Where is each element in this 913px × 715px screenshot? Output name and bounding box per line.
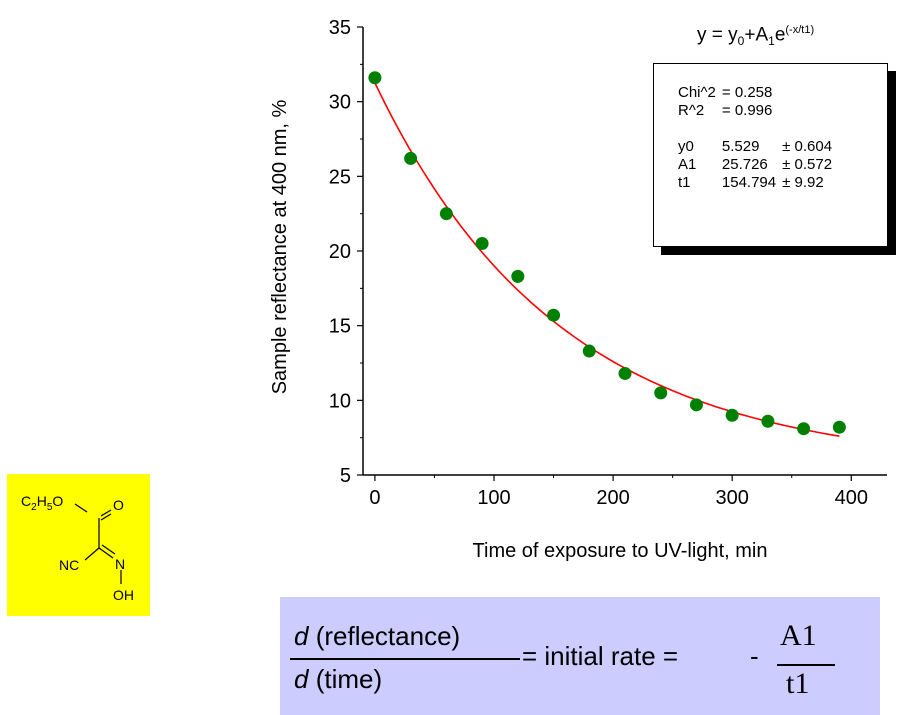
fit-equation-sub0: 0 bbox=[737, 34, 745, 49]
y-axis-title: Sample reflectance at 400 nm, % bbox=[269, 99, 291, 394]
data-point bbox=[832, 420, 846, 434]
stat-value: 5.529 bbox=[721, 138, 760, 155]
y-tick-label: 15 bbox=[329, 316, 351, 338]
fit-equation: y = y0+A1e(-x/t1) bbox=[697, 24, 814, 48]
fraction-numerator: d (reflectance) bbox=[294, 621, 460, 652]
x-tick-label: 300 bbox=[715, 487, 748, 509]
ethyl-group: C2H5O bbox=[21, 493, 63, 513]
x-tick-label: 100 bbox=[477, 487, 510, 509]
ratio-bar bbox=[777, 664, 835, 666]
x-tick-label: 400 bbox=[835, 487, 868, 509]
stat-error bbox=[782, 102, 838, 120]
stat-name: Chi^2 bbox=[678, 84, 716, 101]
y-tick-label: 20 bbox=[329, 241, 351, 263]
denominator-text: (time) bbox=[308, 664, 383, 694]
x-tick-label: 0 bbox=[369, 487, 380, 509]
rate-formula-box: d (reflectance) d (time) = initial rate … bbox=[280, 597, 880, 715]
stat-row: Chi^2 = 0.258 bbox=[678, 84, 838, 102]
fit-stats-table: Chi^2 = 0.258 R^2 = 0.996 y0 5.529 ± 0.6… bbox=[678, 84, 838, 192]
data-point bbox=[761, 414, 775, 428]
hydroxyl-group: OH bbox=[113, 587, 134, 603]
fit-equation-exponent: (-x/t1) bbox=[785, 24, 815, 36]
denominator-d: d bbox=[294, 664, 309, 694]
x-tick-label: 200 bbox=[596, 487, 629, 509]
ratio-numerator: A1 bbox=[780, 619, 817, 652]
y-tick-label: 30 bbox=[329, 92, 351, 114]
fraction-denominator: d (time) bbox=[294, 664, 382, 695]
data-point bbox=[404, 151, 418, 165]
stat-name: R^2 bbox=[678, 102, 705, 119]
stat-value: 25.726 bbox=[721, 156, 768, 173]
numerator-text: (reflectance) bbox=[308, 621, 461, 651]
stat-name: t1 bbox=[678, 174, 691, 191]
y-tick-label: 5 bbox=[340, 465, 351, 487]
data-point bbox=[475, 237, 489, 251]
stat-value: 154.794 bbox=[721, 174, 777, 191]
data-points-layer bbox=[368, 71, 846, 436]
data-point bbox=[439, 207, 453, 221]
molecule-structure: C2H5O O NC N OH bbox=[7, 474, 150, 616]
fit-equation-lhs: y = y bbox=[697, 24, 738, 46]
numerator-d: d bbox=[294, 621, 309, 651]
stat-row: t1 154.794 ± 9.92 bbox=[678, 174, 838, 192]
y-tick-label: 25 bbox=[329, 166, 351, 188]
data-point bbox=[689, 398, 703, 412]
x-axis-title: Time of exposure to UV-light, min bbox=[473, 540, 768, 562]
data-point bbox=[618, 366, 632, 380]
data-point bbox=[654, 386, 668, 400]
nitrile-group: NC bbox=[59, 557, 79, 573]
stat-error: ± 0.604 bbox=[782, 138, 833, 155]
data-point bbox=[511, 269, 525, 283]
imine-nitrogen: N bbox=[115, 556, 125, 572]
y-tick-label: 10 bbox=[329, 390, 351, 412]
formula-minus: - bbox=[750, 641, 759, 671]
fraction-bar bbox=[290, 658, 520, 660]
stat-row: R^2 = 0.996 bbox=[678, 102, 838, 120]
molecule-bonds bbox=[74, 503, 122, 584]
stat-value: = 0.996 bbox=[721, 102, 773, 119]
stat-error bbox=[782, 84, 838, 102]
fit-equation-sub1: 1 bbox=[768, 34, 775, 49]
formula-middle-text: = initial rate = bbox=[522, 641, 679, 671]
stat-name: A1 bbox=[678, 156, 697, 173]
data-point bbox=[547, 308, 561, 322]
fit-equation-base: e bbox=[774, 24, 786, 46]
stat-name: y0 bbox=[678, 138, 694, 155]
carbonyl-oxygen: O bbox=[113, 497, 124, 513]
fit-stats-box: Chi^2 = 0.258 R^2 = 0.996 y0 5.529 ± 0.6… bbox=[653, 63, 888, 247]
ratio-denominator: t1 bbox=[786, 667, 810, 700]
stat-error: ± 9.92 bbox=[782, 174, 824, 191]
data-point bbox=[725, 408, 739, 422]
data-point bbox=[368, 71, 382, 85]
data-point bbox=[582, 344, 596, 358]
stat-spacer bbox=[678, 120, 838, 138]
fit-equation-plus: +A bbox=[744, 24, 769, 46]
stat-error: ± 0.572 bbox=[782, 156, 833, 173]
data-point bbox=[797, 422, 811, 436]
stat-value: = 0.258 bbox=[721, 84, 773, 101]
stat-row: A1 25.726 ± 0.572 bbox=[678, 156, 838, 174]
y-tick-label: 35 bbox=[329, 17, 351, 39]
stat-row: y0 5.529 ± 0.604 bbox=[678, 138, 838, 156]
